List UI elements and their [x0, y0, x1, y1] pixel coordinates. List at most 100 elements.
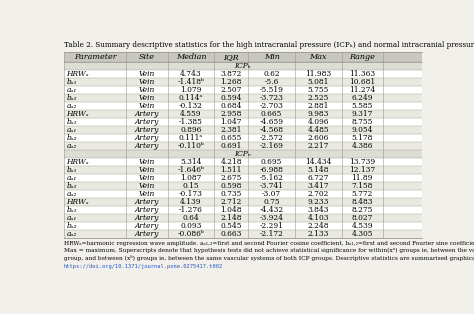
Text: 10.681: 10.681	[349, 78, 375, 86]
Text: 3.872: 3.872	[220, 70, 242, 78]
Text: 0.735: 0.735	[220, 190, 242, 198]
Text: 0.64: 0.64	[182, 214, 199, 222]
Text: Vein: Vein	[139, 78, 155, 86]
Text: 0.093: 0.093	[180, 222, 201, 230]
Text: -4.432: -4.432	[260, 206, 283, 214]
Text: 0.684: 0.684	[220, 102, 242, 110]
Text: 5.772: 5.772	[351, 190, 373, 198]
Text: -0.086ᵇ: -0.086ᵇ	[177, 230, 204, 238]
Text: aₐ₁: aₐ₁	[66, 126, 77, 134]
Text: -3.07: -3.07	[262, 190, 281, 198]
Text: aₐ₁: aₐ₁	[66, 174, 77, 182]
Text: bₐ₁: bₐ₁	[66, 166, 77, 174]
Bar	[64, 166, 422, 174]
Bar	[64, 134, 422, 142]
Text: -5.519: -5.519	[260, 86, 283, 94]
Text: 0.114ᵃ: 0.114ᵃ	[179, 94, 203, 102]
Text: 13.739: 13.739	[349, 158, 375, 166]
Text: 0.111ᵃ: 0.111ᵃ	[179, 134, 203, 142]
Text: bₐ₁: bₐ₁	[66, 206, 77, 214]
Text: 9.317: 9.317	[351, 110, 373, 118]
Text: Artery: Artery	[135, 110, 159, 118]
Text: 8.275: 8.275	[351, 206, 373, 214]
Text: 1.048: 1.048	[220, 206, 242, 214]
Text: ICPₕ: ICPₕ	[235, 62, 251, 70]
Text: 0.691: 0.691	[220, 142, 242, 150]
Text: Vein: Vein	[139, 102, 155, 110]
Bar	[64, 214, 422, 222]
Text: -1.385: -1.385	[179, 118, 203, 126]
Text: 9.054: 9.054	[351, 126, 373, 134]
Text: 2.675: 2.675	[220, 174, 242, 182]
Text: aₐ₁: aₐ₁	[66, 86, 77, 94]
Text: 9.983: 9.983	[308, 110, 329, 118]
Text: -0.110ᵇ: -0.110ᵇ	[177, 142, 204, 150]
Text: 4.386: 4.386	[351, 142, 373, 150]
Text: 14.434: 14.434	[305, 158, 331, 166]
Text: 4.218: 4.218	[220, 158, 242, 166]
Text: Vein: Vein	[139, 158, 155, 166]
Text: 4.103: 4.103	[308, 214, 329, 222]
Text: 0.663: 0.663	[220, 230, 242, 238]
Text: -1.418ᵇ: -1.418ᵇ	[177, 78, 204, 86]
Text: Vein: Vein	[139, 174, 155, 182]
Bar	[64, 158, 422, 166]
Text: 1.268: 1.268	[220, 78, 242, 86]
Bar	[64, 190, 422, 198]
Text: Parameter: Parameter	[74, 53, 116, 61]
Text: -3.924: -3.924	[260, 214, 283, 222]
Text: 4.559: 4.559	[180, 110, 202, 118]
Text: 2.702: 2.702	[308, 190, 329, 198]
Text: Artery: Artery	[135, 142, 159, 150]
Bar	[64, 70, 422, 78]
Bar	[64, 230, 422, 238]
Text: 6.727: 6.727	[308, 174, 329, 182]
Text: Vein: Vein	[139, 70, 155, 78]
Text: -2.291: -2.291	[260, 222, 283, 230]
Text: 5.148: 5.148	[308, 166, 329, 174]
Text: -1.276: -1.276	[179, 206, 203, 214]
Text: Vein: Vein	[139, 182, 155, 190]
Text: 2.148: 2.148	[220, 214, 242, 222]
Text: -2.572: -2.572	[260, 134, 283, 142]
Text: 0.665: 0.665	[261, 110, 283, 118]
Text: 1.511: 1.511	[220, 166, 242, 174]
Text: 0.15: 0.15	[182, 182, 199, 190]
Text: 9.233: 9.233	[308, 198, 329, 206]
Text: -2.172: -2.172	[260, 230, 283, 238]
Text: 3.843: 3.843	[308, 206, 329, 214]
Text: 2.712: 2.712	[220, 198, 242, 206]
Text: -3.741: -3.741	[260, 182, 283, 190]
Text: 7.158: 7.158	[351, 182, 373, 190]
Text: HRWₐ: HRWₐ	[66, 158, 89, 166]
Text: -3.723: -3.723	[260, 94, 283, 102]
Bar	[64, 86, 422, 94]
Text: -4.659: -4.659	[260, 118, 283, 126]
Text: Vein: Vein	[139, 94, 155, 102]
Text: Median: Median	[176, 53, 206, 61]
Text: 4.096: 4.096	[308, 118, 329, 126]
Bar	[64, 182, 422, 190]
Text: 4.743: 4.743	[180, 70, 202, 78]
Text: 5.178: 5.178	[351, 134, 373, 142]
Bar	[64, 222, 422, 230]
Bar	[64, 102, 422, 110]
Text: aₐ₂: aₐ₂	[66, 102, 77, 110]
Text: aₐ₁: aₐ₁	[66, 214, 77, 222]
Text: -2.703: -2.703	[260, 102, 283, 110]
Bar	[64, 52, 422, 62]
Text: Artery: Artery	[135, 230, 159, 238]
Bar	[64, 78, 422, 86]
Text: bₐ₁: bₐ₁	[66, 78, 77, 86]
Bar	[64, 62, 422, 70]
Text: 4.485: 4.485	[308, 126, 329, 134]
Text: 5.585: 5.585	[351, 102, 373, 110]
Text: HRWₐ=harmonic regression wave amplitude. aₐ₁,₂=first and second Fourier cosine c: HRWₐ=harmonic regression wave amplitude.…	[64, 241, 474, 246]
Text: 0.594: 0.594	[220, 94, 242, 102]
Text: Max = maximum. Superscripts denote that hypothesis tests did not achieve statist: Max = maximum. Superscripts denote that …	[64, 248, 474, 253]
Text: 2.133: 2.133	[308, 230, 329, 238]
Text: 2.881: 2.881	[308, 102, 329, 110]
Text: 0.695: 0.695	[261, 158, 283, 166]
Text: 1.047: 1.047	[220, 118, 242, 126]
Bar	[64, 150, 422, 158]
